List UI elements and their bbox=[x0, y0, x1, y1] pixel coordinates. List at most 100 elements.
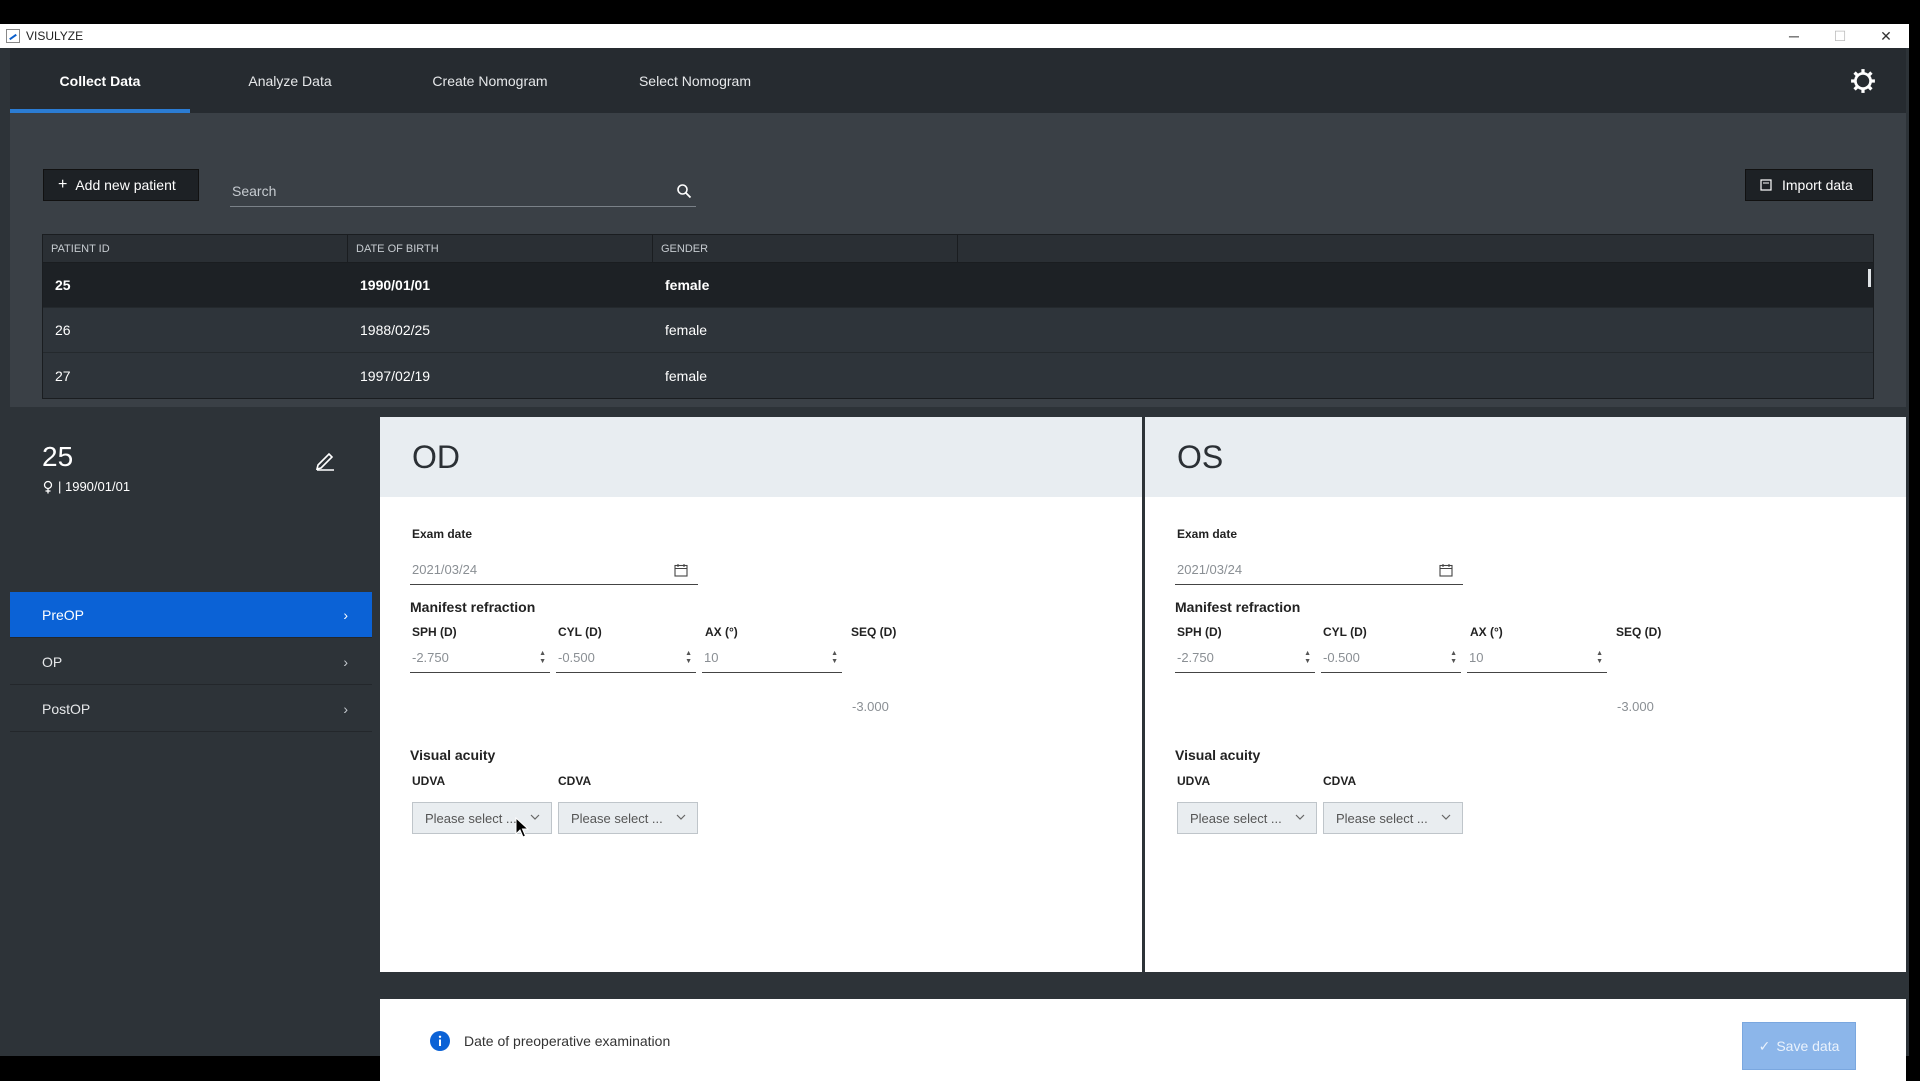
seq-label: SEQ (D) bbox=[851, 625, 897, 639]
minimize-icon[interactable]: ─ bbox=[1789, 28, 1799, 44]
os-cyl-stepper[interactable]: -0.500 ▲ ▼ bbox=[1321, 643, 1461, 673]
stepper-arrows-icon[interactable]: ▲ ▼ bbox=[685, 650, 692, 665]
close-icon[interactable]: ✕ bbox=[1880, 27, 1892, 44]
header-date-of-birth[interactable]: DATE OF BIRTH bbox=[348, 235, 653, 262]
search-input[interactable] bbox=[230, 182, 676, 199]
cell-gender: female bbox=[665, 322, 708, 338]
stepper-arrows-icon[interactable]: ▲ ▼ bbox=[1450, 650, 1457, 665]
os-udva-select[interactable]: Please select ... bbox=[1177, 802, 1317, 834]
stepper-arrows-icon[interactable]: ▲ ▼ bbox=[831, 650, 838, 665]
od-cdva-select[interactable]: Please select ... bbox=[558, 802, 698, 834]
tab-create-nomogram[interactable]: Create Nomogram bbox=[432, 72, 548, 89]
info-message: Date of preoperative examination bbox=[430, 1031, 670, 1051]
save-data-button[interactable]: ✓ Save data bbox=[1742, 1022, 1856, 1070]
od-cdva-value: Please select ... bbox=[571, 810, 663, 826]
chevron-down-icon bbox=[530, 814, 540, 820]
gender-female-icon bbox=[43, 480, 53, 493]
od-sph-stepper[interactable]: -2.750 ▲ ▼ bbox=[410, 643, 550, 673]
patient-dob-value: | 1990/01/01 bbox=[58, 479, 131, 494]
os-sph-value: -2.750 bbox=[1177, 650, 1214, 665]
sidebar-item-op[interactable]: OP › bbox=[10, 639, 372, 685]
add-new-patient-button[interactable]: + Add new patient bbox=[43, 169, 199, 201]
search-field[interactable] bbox=[230, 175, 696, 207]
os-exam-date-value: 2021/03/24 bbox=[1177, 562, 1243, 577]
os-ax-stepper[interactable]: 10 ▲ ▼ bbox=[1467, 643, 1607, 673]
sidebar-item-preop[interactable]: PreOP › bbox=[10, 592, 372, 638]
od-cyl-value: -0.500 bbox=[558, 650, 595, 665]
save-data-label: Save data bbox=[1776, 1038, 1840, 1054]
sidebar-item-postop[interactable]: PostOP › bbox=[10, 686, 372, 732]
os-cyl-value: -0.500 bbox=[1323, 650, 1360, 665]
patient-table: PATIENT ID DATE OF BIRTH GENDER 25 1990/… bbox=[42, 234, 1874, 399]
plus-icon: + bbox=[58, 176, 68, 193]
cyl-label: CYL (D) bbox=[558, 625, 602, 639]
calendar-icon[interactable] bbox=[674, 563, 688, 577]
od-title: OD bbox=[380, 417, 1142, 497]
tab-select-nomogram[interactable]: Select Nomogram bbox=[638, 72, 752, 89]
form-footer: Date of preoperative examination ✓ Save … bbox=[380, 999, 1906, 1081]
info-icon bbox=[430, 1031, 450, 1051]
import-data-label: Import data bbox=[1782, 177, 1853, 193]
cell-gender: female bbox=[665, 277, 710, 293]
os-seq-value: -3.000 bbox=[1617, 699, 1654, 714]
settings-gear-icon[interactable] bbox=[1850, 68, 1876, 94]
checkmark-icon: ✓ bbox=[1758, 1037, 1771, 1054]
chevron-right-icon: › bbox=[343, 606, 348, 623]
app-window: VISULYZE ─ ☐ ✕ Collect Data Analyze Data… bbox=[0, 24, 1909, 1081]
exam-date-label: Exam date bbox=[1177, 527, 1238, 541]
sph-label: SPH (D) bbox=[412, 625, 457, 639]
os-sph-stepper[interactable]: -2.750 ▲ ▼ bbox=[1175, 643, 1315, 673]
tab-analyze-data[interactable]: Analyze Data bbox=[248, 72, 332, 89]
patient-dob: | 1990/01/01 bbox=[42, 479, 130, 494]
cell-date-of-birth: 1988/02/25 bbox=[360, 322, 431, 338]
table-scrollbar[interactable] bbox=[1868, 269, 1871, 287]
os-cdva-select[interactable]: Please select ... bbox=[1323, 802, 1463, 834]
edit-pencil-icon[interactable] bbox=[314, 449, 336, 471]
stepper-arrows-icon[interactable]: ▲ ▼ bbox=[1596, 650, 1603, 665]
stepper-arrows-icon[interactable]: ▲ ▼ bbox=[1304, 650, 1311, 665]
ax-label: AX (°) bbox=[1470, 625, 1503, 639]
title-bar: VISULYZE ─ ☐ ✕ bbox=[0, 24, 1909, 48]
chevron-down-icon bbox=[1441, 814, 1451, 820]
manifest-refraction-heading: Manifest refraction bbox=[1175, 599, 1301, 615]
search-icon[interactable] bbox=[676, 183, 692, 199]
od-ax-stepper[interactable]: 10 ▲ ▼ bbox=[702, 643, 842, 673]
ax-label: AX (°) bbox=[705, 625, 738, 639]
os-exam-date-field[interactable]: 2021/03/24 bbox=[1175, 555, 1463, 585]
table-row[interactable]: 25 1990/01/01 female bbox=[43, 263, 1873, 308]
table-row[interactable]: 26 1988/02/25 female bbox=[43, 308, 1873, 353]
manifest-refraction-heading: Manifest refraction bbox=[410, 599, 536, 615]
patient-id-heading: 25 bbox=[42, 441, 74, 472]
udva-label: UDVA bbox=[1177, 774, 1211, 788]
stepper-arrows-icon[interactable]: ▲ ▼ bbox=[539, 650, 546, 665]
od-udva-select[interactable]: Please select ... bbox=[412, 802, 552, 834]
app-icon bbox=[6, 29, 20, 43]
tab-collect-data[interactable]: Collect Data bbox=[10, 48, 190, 113]
calendar-icon[interactable] bbox=[1439, 563, 1453, 577]
info-text: Date of preoperative examination bbox=[464, 1033, 671, 1049]
window-title: VISULYZE bbox=[26, 29, 84, 43]
cell-patient-id: 27 bbox=[55, 367, 71, 384]
main-nav: Collect Data Analyze Data Create Nomogra… bbox=[10, 48, 1906, 113]
cdva-label: CDVA bbox=[1323, 774, 1357, 788]
table-header: PATIENT ID DATE OF BIRTH GENDER bbox=[43, 235, 1873, 263]
od-cyl-stepper[interactable]: -0.500 ▲ ▼ bbox=[556, 643, 696, 673]
import-icon bbox=[1760, 179, 1772, 191]
os-title: OS bbox=[1145, 417, 1906, 497]
header-gender[interactable]: GENDER bbox=[653, 235, 958, 262]
import-data-button[interactable]: Import data bbox=[1745, 169, 1873, 201]
table-row[interactable]: 27 1997/02/19 female bbox=[43, 353, 1873, 398]
chevron-right-icon: › bbox=[343, 653, 348, 670]
maximize-icon[interactable]: ☐ bbox=[1833, 27, 1847, 44]
od-exam-date-value: 2021/03/24 bbox=[412, 562, 478, 577]
mouse-cursor-icon bbox=[515, 817, 529, 838]
os-cdva-value: Please select ... bbox=[1336, 810, 1428, 826]
cell-date-of-birth: 1997/02/19 bbox=[360, 367, 431, 384]
od-exam-date-field[interactable]: 2021/03/24 bbox=[410, 555, 698, 585]
header-patient-id[interactable]: PATIENT ID bbox=[43, 235, 348, 262]
os-udva-value: Please select ... bbox=[1190, 810, 1282, 826]
os-ax-value: 10 bbox=[1469, 650, 1484, 665]
header-filler bbox=[958, 235, 1873, 262]
chevron-down-icon bbox=[1295, 814, 1305, 820]
add-new-patient-label: Add new patient bbox=[75, 177, 176, 193]
